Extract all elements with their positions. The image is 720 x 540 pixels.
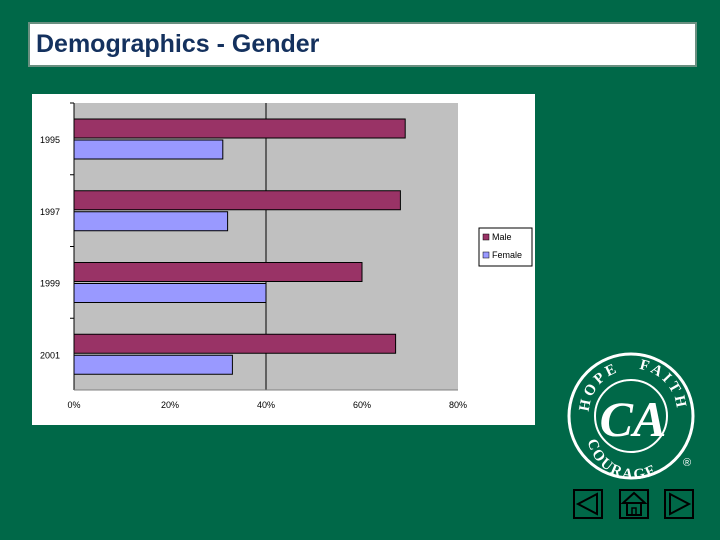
title-box: Demographics - Gender [28, 22, 697, 67]
x-tick-label: 40% [257, 400, 275, 410]
category-label: 2001 [40, 350, 60, 360]
x-tick-label: 60% [353, 400, 371, 410]
hope-faith-courage-logo: HOPE FAITH COURAGE CA ® [567, 352, 695, 480]
x-tick-label: 0% [67, 400, 80, 410]
legend-label-female: Female [492, 250, 522, 260]
bar-female-1997 [73, 211, 229, 232]
gender-bar-chart: 1995 1997 1999 2001 0% 20% 40% 60% 80% Male Femal… [32, 94, 535, 425]
home-button[interactable] [619, 489, 649, 519]
bar-male-1999 [73, 262, 363, 282]
legend: Male Female [478, 227, 533, 267]
legend-swatch-female [482, 251, 490, 259]
next-slide-button[interactable] [664, 489, 694, 519]
bar-female-1995 [73, 139, 224, 160]
bar-female-1999 [73, 283, 267, 303]
legend-swatch-male [482, 233, 490, 241]
bar-male-1995 [73, 118, 406, 139]
triangle-right-icon [664, 489, 694, 519]
legend-label-male: Male [492, 232, 512, 242]
category-label: 1995 [40, 135, 60, 145]
x-tick-label: 20% [161, 400, 179, 410]
bar-male-2001 [73, 333, 397, 354]
logo-registered-mark: ® [683, 457, 691, 469]
logo-monogram: CA [600, 391, 667, 447]
slide-title: Demographics - Gender [36, 30, 320, 58]
triangle-left-icon [573, 489, 603, 519]
x-tick-label: 80% [449, 400, 467, 410]
bar-female-2001 [73, 354, 233, 375]
home-icon [619, 489, 649, 519]
previous-slide-button[interactable] [573, 489, 603, 519]
category-label: 1997 [40, 207, 60, 217]
category-label: 1999 [40, 279, 60, 289]
bar-male-1997 [73, 190, 401, 211]
